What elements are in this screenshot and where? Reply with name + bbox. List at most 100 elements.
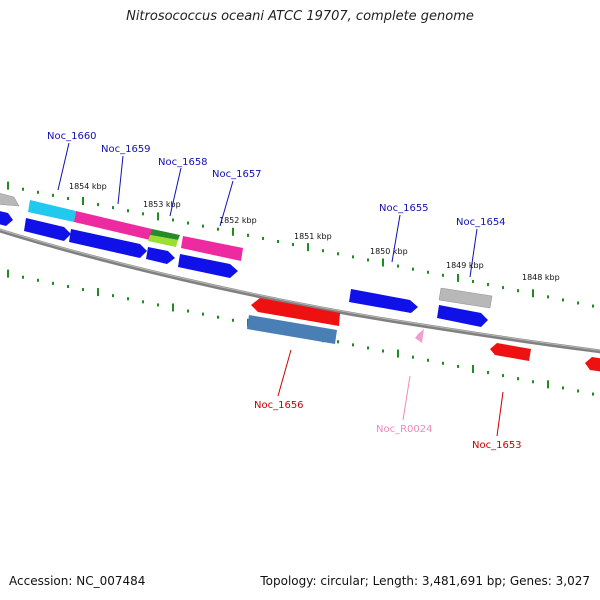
kbp-label-1853: 1853 kbp [143, 200, 181, 209]
lower-ring-tick [97, 288, 99, 297]
lower-ring-tick [37, 278, 39, 282]
upper-ring-tick [442, 273, 444, 277]
lower-ring-tick [517, 377, 519, 381]
lower-ring-tick [427, 358, 429, 362]
upper-ring-tick [382, 258, 384, 267]
label-noc-1659[interactable]: Noc_1659 [101, 144, 151, 155]
label-noc-1653[interactable]: Noc_1653 [472, 440, 522, 451]
rna-pink-noc-r0024[interactable] [415, 329, 424, 343]
upper-ring-tick [22, 187, 24, 191]
leader-noc-1656 [277, 349, 292, 397]
lower-ring-tick [52, 281, 54, 285]
upper-ring-tick [502, 286, 504, 290]
leader-noc-r0024 [402, 375, 411, 421]
upper-ring-tick [7, 181, 9, 190]
lower-ring-tick [142, 300, 144, 304]
leader-noc-1654 [469, 228, 478, 278]
upper-ring-tick [412, 267, 414, 271]
kbp-label-1850: 1850 kbp [370, 247, 408, 256]
gene-gray-left-edge[interactable] [0, 192, 20, 207]
upper-ring-tick [397, 264, 399, 268]
lower-ring-tick [232, 318, 234, 322]
lower-ring-tick [532, 380, 534, 384]
upper-ring-tick [52, 193, 54, 197]
genome-title: Nitrosococcus oceani ATCC 19707, complet… [126, 9, 474, 24]
lower-ring-tick [547, 380, 549, 389]
leader-noc-1659 [117, 155, 124, 205]
feature-steel-noc-1656[interactable] [247, 315, 337, 344]
gene-gray-pseudogene[interactable] [438, 287, 493, 309]
accession-text: Accession: NC_007484 [9, 574, 146, 588]
lower-ring-tick [7, 269, 9, 278]
gene-red-noc-1653[interactable] [490, 343, 531, 361]
gene-blue-noc-1657[interactable] [178, 254, 238, 278]
upper-ring-tick [547, 295, 549, 299]
kbp-label-1852: 1852 kbp [219, 216, 257, 225]
upper-ring-tick [67, 196, 69, 200]
upper-ring-tick [97, 203, 99, 207]
upper-ring-tick [187, 221, 189, 225]
upper-ring-tick [232, 227, 234, 236]
gene-blue-left-edge[interactable] [0, 210, 13, 226]
lower-ring-tick [592, 392, 594, 396]
upper-ring-tick [472, 279, 474, 283]
upper-ring-tick [142, 212, 144, 216]
lower-ring-tick [127, 297, 129, 301]
upper-ring-tick [532, 289, 534, 298]
feature-green-noc-1658[interactable] [150, 229, 180, 240]
label-noc-1655[interactable]: Noc_1655 [379, 203, 429, 214]
gene-blue-noc-1660[interactable] [24, 218, 71, 241]
label-noc-1660[interactable]: Noc_1660 [47, 131, 97, 142]
upper-ring-tick [157, 212, 159, 221]
upper-ring-tick [562, 298, 564, 302]
upper-ring-tick [352, 255, 354, 259]
feature-lime-noc-1658[interactable] [148, 235, 178, 247]
lower-ring-tick [187, 309, 189, 313]
lower-ring-tick [397, 349, 399, 358]
gene-blue-noc-1659[interactable] [69, 229, 147, 258]
upper-ring-tick [322, 249, 324, 253]
gene-red-right-edge[interactable] [585, 357, 600, 372]
lower-ring-tick [502, 374, 504, 378]
label-noc-r0024[interactable]: Noc_R0024 [376, 424, 433, 435]
leader-noc-1660 [57, 142, 70, 191]
leader-noc-1657 [219, 180, 234, 227]
upper-ring-tick [172, 218, 174, 222]
upper-ring-tick [217, 227, 219, 231]
lower-ring-tick [352, 343, 354, 347]
gene-blue-noc-1658[interactable] [146, 247, 175, 264]
lower-ring-tick [202, 312, 204, 316]
label-noc-1654[interactable]: Noc_1654 [456, 217, 506, 228]
genome-backbone-highlight [0, 229, 600, 351]
gene-blue-noc-1655[interactable] [349, 289, 418, 313]
lower-ring-tick [337, 340, 339, 344]
label-noc-1657[interactable]: Noc_1657 [212, 169, 262, 180]
feature-pink-noc-1657[interactable] [181, 236, 243, 261]
upper-ring-tick [337, 252, 339, 256]
lower-ring-tick [562, 386, 564, 390]
lower-ring-tick [217, 315, 219, 319]
upper-ring-tick [457, 273, 459, 282]
lower-ring-tick [172, 303, 174, 312]
lower-ring-tick [82, 288, 84, 292]
feature-cyan-noc-1660[interactable] [28, 200, 76, 222]
upper-ring-tick [517, 289, 519, 293]
label-noc-1658[interactable]: Noc_1658 [158, 157, 208, 168]
upper-ring-tick [367, 258, 369, 262]
upper-ring-tick [202, 224, 204, 228]
lower-ring-tick [472, 364, 474, 373]
upper-tick-ring [7, 181, 594, 308]
upper-ring-tick [427, 270, 429, 274]
upper-ring-tick [487, 283, 489, 287]
leader-noc-1655 [391, 214, 401, 263]
kbp-label-1854: 1854 kbp [69, 182, 107, 191]
lower-ring-tick [67, 284, 69, 288]
feature-pink-noc-1659[interactable] [74, 211, 152, 240]
upper-ring-tick [82, 197, 84, 206]
gene-red-noc-1656[interactable] [251, 298, 340, 326]
genome-backbone [0, 228, 600, 354]
gene-blue-noc-1654[interactable] [437, 305, 488, 327]
label-noc-1656[interactable]: Noc_1656 [254, 400, 304, 411]
lower-ring-tick [412, 355, 414, 359]
